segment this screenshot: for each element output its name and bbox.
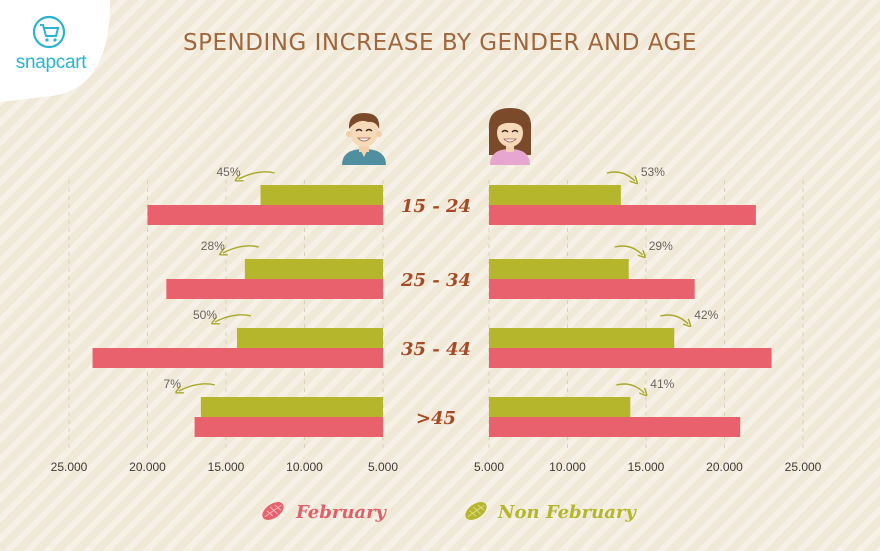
increase-arrow-icon: [239, 171, 275, 179]
logo-text: snapcart: [15, 52, 87, 73]
increase-arrow-icon: [223, 245, 260, 253]
right-tick-label: 15.000: [628, 460, 665, 474]
male-february-bar: [147, 205, 383, 225]
male-avatar-icon: [342, 113, 386, 165]
female-february-bar: [489, 348, 772, 368]
increase-arrow-icon: [614, 245, 643, 255]
legend-february-label: February: [295, 502, 388, 523]
male-non-february-bar: [236, 328, 383, 348]
increase-arrow-icon: [606, 171, 635, 181]
percent-increase-label: 29%: [649, 239, 673, 253]
left-tick-label: 20.000: [129, 460, 166, 474]
left-tick-label: 10.000: [286, 460, 323, 474]
age-group-label: >45: [416, 408, 456, 429]
percent-increase-label: 41%: [650, 377, 674, 391]
male-february-bar: [194, 417, 383, 437]
increase-arrow-icon: [660, 314, 688, 324]
legend-non-february-label: Non February: [497, 502, 637, 523]
female-non-february-bar: [489, 328, 675, 348]
female-february-bar: [489, 205, 756, 225]
percent-increase-label: 45%: [217, 165, 241, 179]
logo-background: [0, 0, 110, 102]
male-non-february-bar: [260, 185, 383, 205]
increase-arrow-icon: [616, 383, 644, 393]
male-february-bar: [166, 279, 383, 299]
percent-increase-label: 42%: [694, 308, 718, 322]
legend-february-swatch-icon: [262, 502, 284, 520]
female-february-bar: [489, 417, 741, 437]
increase-arrow-icon: [179, 383, 216, 391]
male-february-bar: [92, 348, 384, 368]
male-non-february-bar: [244, 259, 383, 279]
left-tick-label: 5.000: [368, 460, 398, 474]
percent-increase-label: 7%: [164, 377, 182, 391]
female-february-bar: [489, 279, 695, 299]
female-non-february-bar: [489, 259, 629, 279]
cart-icon: [32, 15, 66, 49]
left-tick-label: 15.000: [208, 460, 245, 474]
legend-non-february-swatch-icon: [465, 502, 487, 520]
right-tick-label: 25.000: [785, 460, 822, 474]
percent-increase-label: 53%: [641, 165, 665, 179]
increase-arrow-icon: [215, 314, 252, 322]
right-tick-label: 20.000: [706, 460, 743, 474]
female-non-february-bar: [489, 185, 621, 205]
age-group-label: 35 - 44: [401, 339, 471, 360]
percent-increase-label: 50%: [193, 308, 217, 322]
percent-increase-label: 28%: [201, 239, 225, 253]
female-non-february-bar: [489, 397, 631, 417]
age-group-label: 15 - 24: [401, 196, 471, 217]
male-non-february-bar: [200, 397, 383, 417]
age-group-label: 25 - 34: [400, 270, 471, 291]
right-tick-label: 10.000: [549, 460, 586, 474]
right-tick-label: 5.000: [474, 460, 504, 474]
chart-title: SPENDING INCREASE BY GENDER AND AGE: [183, 30, 697, 56]
left-tick-label: 25.000: [51, 460, 88, 474]
female-avatar-icon: [488, 108, 532, 165]
legend: February Non February: [262, 502, 637, 523]
